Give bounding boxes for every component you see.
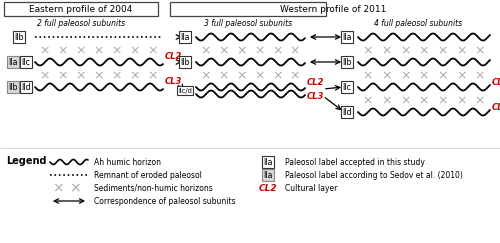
Text: ×: × bbox=[475, 44, 485, 58]
Text: ×: × bbox=[58, 69, 68, 83]
Text: 4 full paleosol subunits: 4 full paleosol subunits bbox=[374, 19, 462, 28]
Text: IIc/d: IIc/d bbox=[178, 87, 192, 94]
Text: IId: IId bbox=[342, 107, 352, 116]
Text: ×: × bbox=[52, 181, 64, 195]
Text: ×: × bbox=[201, 44, 211, 58]
Text: ×: × bbox=[400, 69, 410, 83]
Text: CL2: CL2 bbox=[307, 78, 324, 87]
Text: ×: × bbox=[419, 44, 429, 58]
Text: ×: × bbox=[456, 44, 466, 58]
Text: IIb: IIb bbox=[342, 58, 352, 67]
Text: Cultural layer: Cultural layer bbox=[285, 183, 338, 192]
Text: ×: × bbox=[400, 95, 410, 107]
Text: ×: × bbox=[58, 44, 68, 58]
Text: IIb: IIb bbox=[8, 83, 18, 92]
Text: 2 full paleosol subunits: 2 full paleosol subunits bbox=[37, 19, 125, 28]
Text: 3 full paleosol subunits: 3 full paleosol subunits bbox=[204, 19, 292, 28]
Text: ×: × bbox=[148, 69, 158, 83]
Text: IIa: IIa bbox=[263, 157, 273, 166]
Text: ×: × bbox=[218, 44, 229, 58]
Text: ×: × bbox=[290, 44, 300, 58]
Text: Remnant of eroded paleosol: Remnant of eroded paleosol bbox=[94, 171, 202, 180]
Text: Paleosol label according to Sedov et al. (2010): Paleosol label according to Sedov et al.… bbox=[285, 171, 463, 180]
Text: IIa: IIa bbox=[8, 58, 18, 67]
Text: IIc: IIc bbox=[22, 58, 30, 67]
Text: ×: × bbox=[456, 95, 466, 107]
Text: Western profile of 2011: Western profile of 2011 bbox=[280, 6, 386, 15]
Text: ×: × bbox=[40, 44, 50, 58]
Text: ×: × bbox=[382, 69, 392, 83]
Text: ×: × bbox=[76, 69, 86, 83]
Text: ×: × bbox=[76, 44, 86, 58]
Text: ×: × bbox=[290, 69, 300, 83]
Text: ×: × bbox=[456, 69, 466, 83]
Text: ×: × bbox=[236, 69, 247, 83]
Text: ×: × bbox=[69, 181, 81, 195]
Text: CL3: CL3 bbox=[165, 77, 182, 86]
Text: ×: × bbox=[130, 69, 140, 83]
Text: IIa: IIa bbox=[342, 33, 352, 42]
Text: ×: × bbox=[218, 69, 229, 83]
Text: ×: × bbox=[254, 69, 264, 83]
Text: Paleosol label accepted in this study: Paleosol label accepted in this study bbox=[285, 157, 425, 166]
Text: ×: × bbox=[112, 69, 122, 83]
Text: ×: × bbox=[475, 95, 485, 107]
Text: ×: × bbox=[201, 69, 211, 83]
Text: IIb: IIb bbox=[180, 58, 190, 67]
Text: ×: × bbox=[382, 95, 392, 107]
Text: ×: × bbox=[130, 44, 140, 58]
Text: ×: × bbox=[363, 95, 373, 107]
Text: ×: × bbox=[363, 44, 373, 58]
Text: ×: × bbox=[419, 69, 429, 83]
Text: ×: × bbox=[254, 44, 264, 58]
Text: IIc: IIc bbox=[342, 83, 351, 92]
Text: ×: × bbox=[400, 44, 410, 58]
Text: ×: × bbox=[438, 44, 448, 58]
Text: CL2: CL2 bbox=[165, 52, 182, 61]
Text: CL2: CL2 bbox=[258, 183, 278, 192]
Text: CL3: CL3 bbox=[492, 103, 500, 112]
Text: ×: × bbox=[272, 69, 282, 83]
Text: ×: × bbox=[148, 44, 158, 58]
Text: IIa: IIa bbox=[180, 33, 190, 42]
Text: CL3: CL3 bbox=[307, 92, 324, 101]
Text: Ah humic horizon: Ah humic horizon bbox=[94, 157, 161, 166]
Text: IIb: IIb bbox=[14, 33, 24, 42]
Text: ×: × bbox=[419, 95, 429, 107]
Text: IId: IId bbox=[21, 83, 31, 92]
Text: Legend: Legend bbox=[6, 156, 46, 166]
Text: ×: × bbox=[475, 69, 485, 83]
Text: ×: × bbox=[94, 44, 104, 58]
Text: ×: × bbox=[40, 69, 50, 83]
Text: ×: × bbox=[363, 69, 373, 83]
Text: ×: × bbox=[236, 44, 247, 58]
Text: ×: × bbox=[438, 95, 448, 107]
Text: ×: × bbox=[272, 44, 282, 58]
Text: Eastern profile of 2004: Eastern profile of 2004 bbox=[30, 6, 132, 15]
Text: IIa: IIa bbox=[263, 171, 273, 180]
Text: Sediments/non-humic horizons: Sediments/non-humic horizons bbox=[94, 183, 213, 192]
Text: ×: × bbox=[438, 69, 448, 83]
Text: CL2: CL2 bbox=[492, 78, 500, 87]
Text: ×: × bbox=[94, 69, 104, 83]
Text: ×: × bbox=[112, 44, 122, 58]
Text: ×: × bbox=[382, 44, 392, 58]
Text: Correspondence of paleosol subunits: Correspondence of paleosol subunits bbox=[94, 197, 236, 206]
